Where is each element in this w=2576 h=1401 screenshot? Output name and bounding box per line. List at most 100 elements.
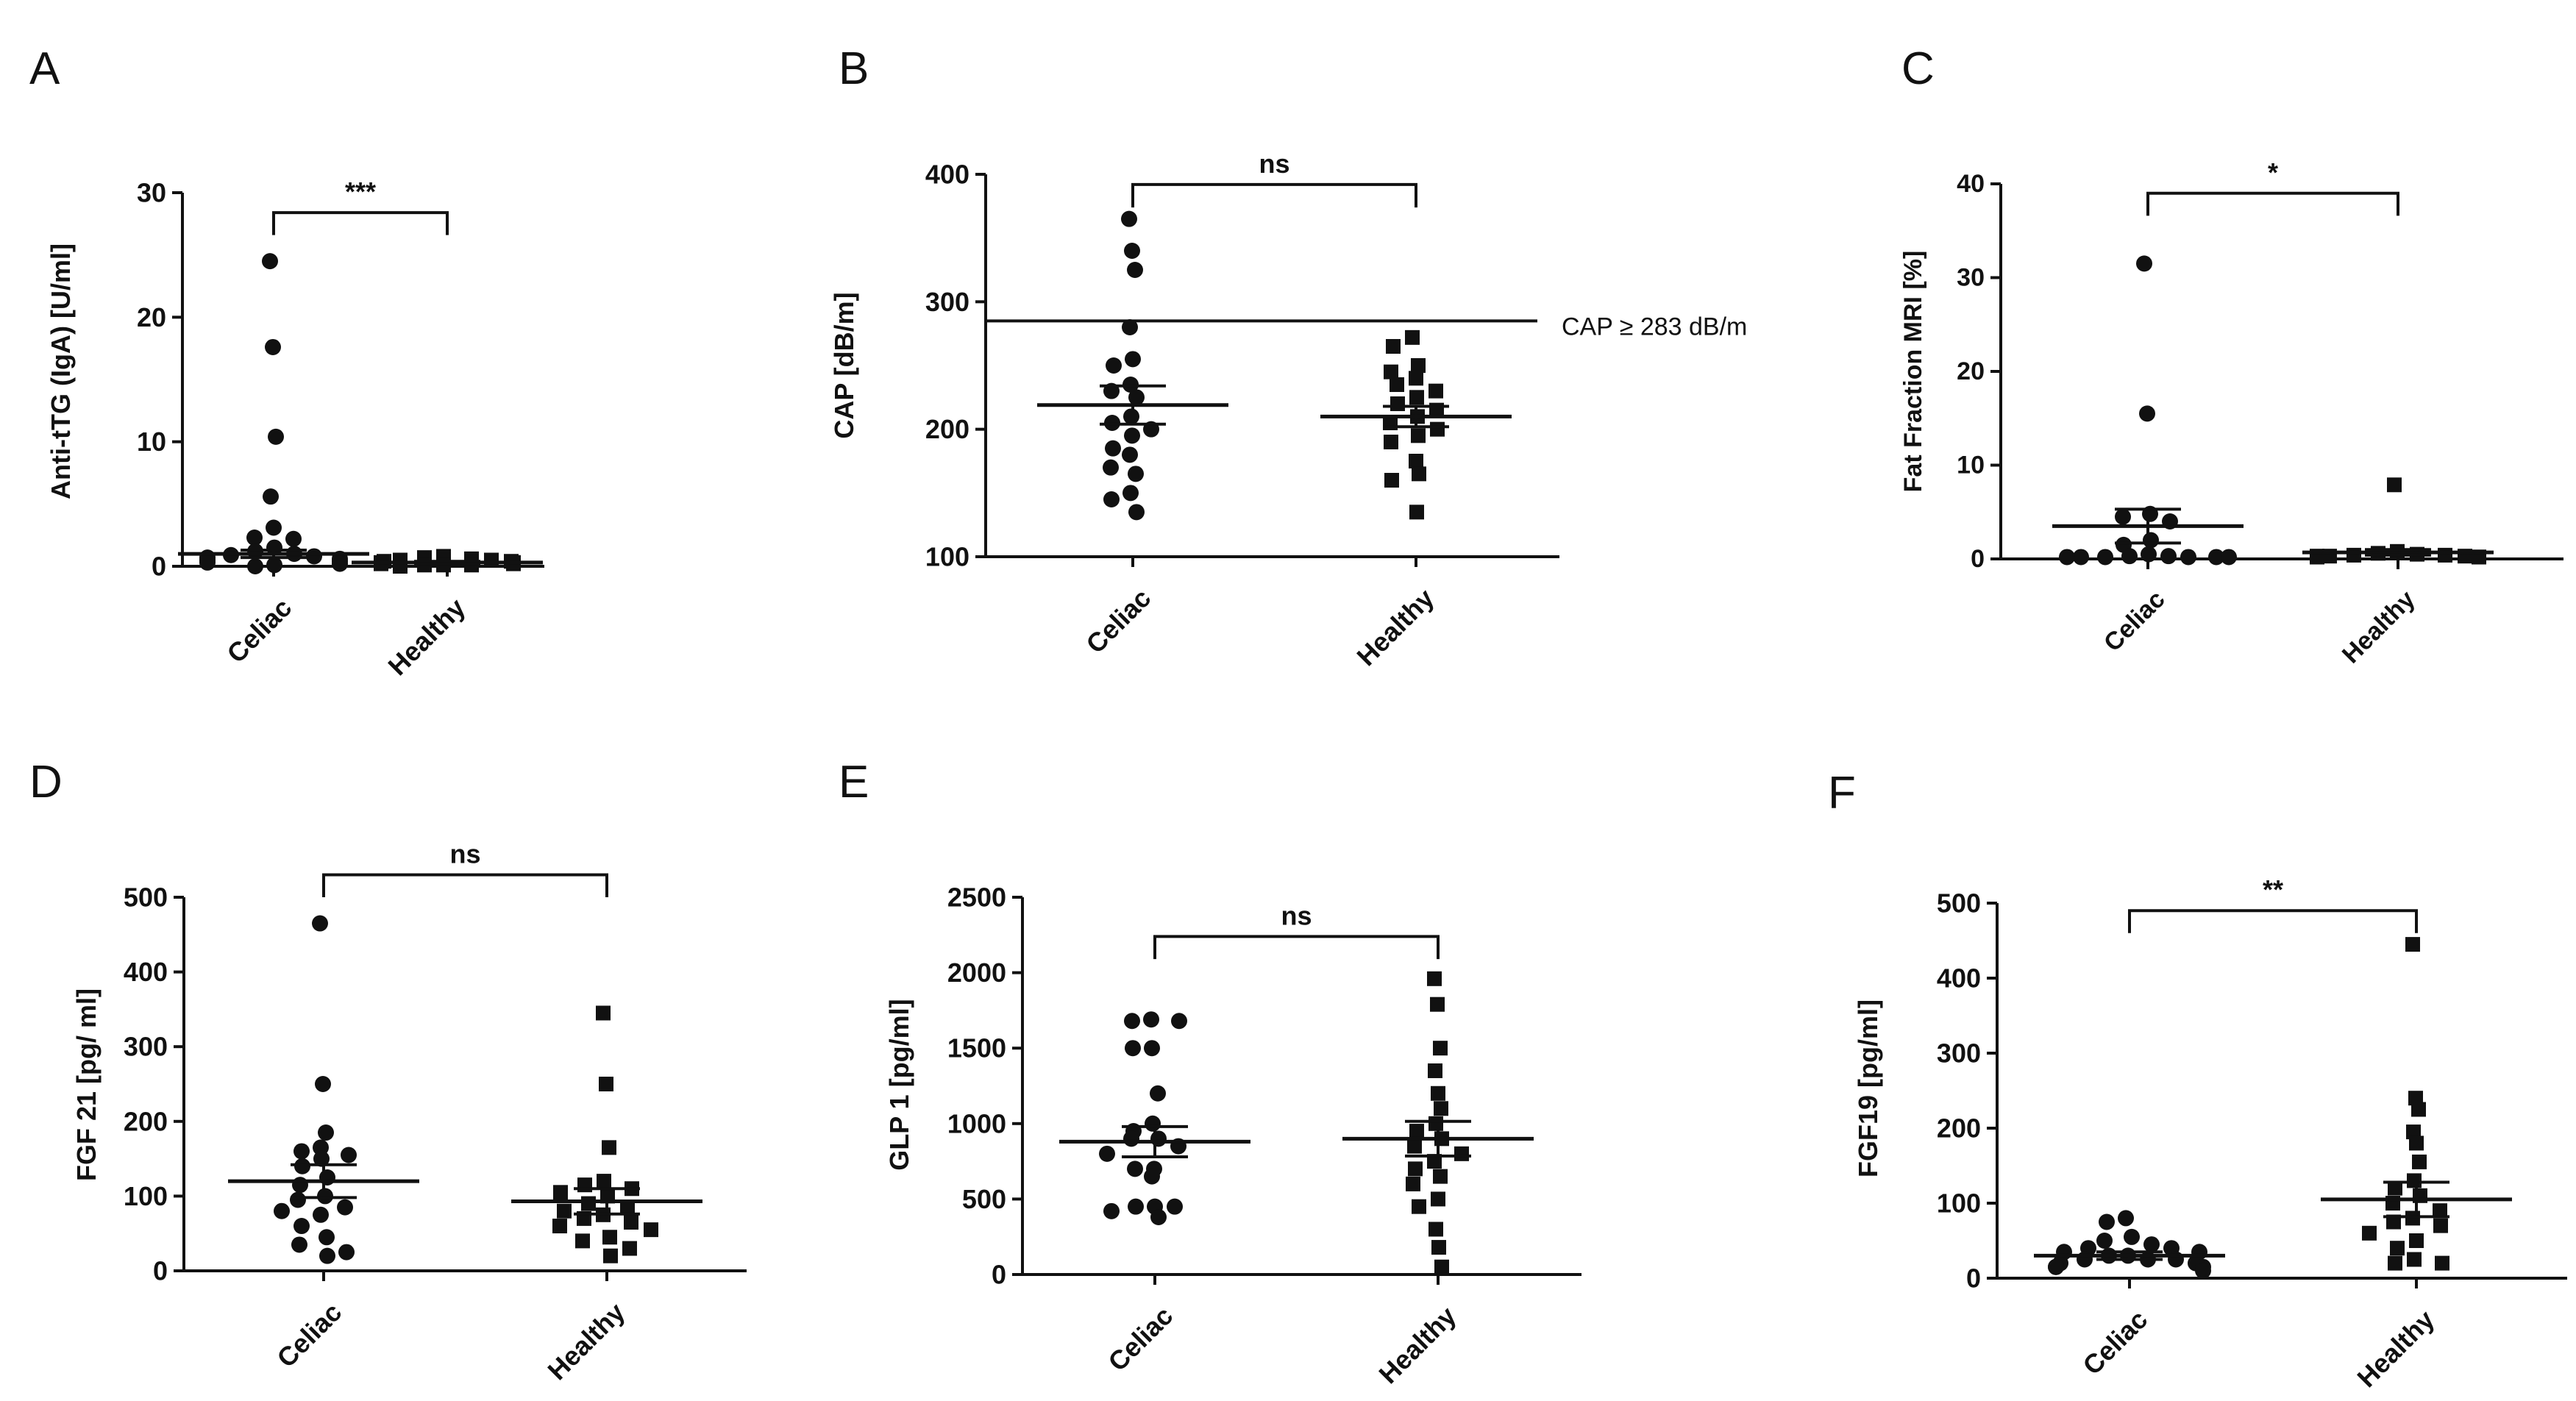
data-point-celiac [263,488,279,505]
y-axis-title: Fat Fraction MRI [%] [1899,251,1927,493]
data-point-healthy [1412,1199,1426,1214]
data-point-celiac [266,557,282,574]
y-axis-title: GLP 1 [pg/ml] [884,999,914,1170]
y-axis-title: Anti-tTG (IgA) [U/ml] [46,243,76,499]
data-point-healthy [2408,1091,2423,1106]
data-point-celiac [1143,1011,1159,1028]
panel-letter: A [29,43,60,94]
y-tick-label: 100 [124,1181,168,1211]
panel-d: D 0 100 200 300 400 500 FGF 21 [pg/ ml] Celiac He… [29,757,747,1386]
x-category-label: Celiac [2077,1304,2153,1380]
data-point-healthy [575,1233,590,1249]
data-point-healthy [2386,1214,2401,1230]
data-point-healthy [553,1185,568,1200]
data-point-celiac [2048,1258,2064,1275]
data-point-celiac [2180,549,2196,566]
significance-bracket [2146,191,2399,216]
data-point-celiac [291,1236,307,1253]
data-point-celiac [319,1169,335,1186]
data-point-healthy [1428,1116,1443,1131]
significance-bracket [1131,182,1417,208]
data-point-celiac [285,530,302,547]
data-point-healthy [602,1230,617,1245]
data-point-celiac [2077,1251,2093,1268]
data-point-celiac [312,915,328,932]
data-point-healthy [581,1196,596,1211]
data-point-celiac [1127,262,1143,278]
data-point-healthy [602,1140,616,1155]
data-point-healthy [603,1248,618,1263]
y-axis-title: FGF 21 [pg/ ml] [71,988,102,1181]
data-point-celiac [1125,1040,1141,1057]
data-point-healthy [1427,1154,1442,1169]
panel-e: E 0 500 1000 1500 2000 2500 GLP 1 [pg/ml] Celiac… [839,757,1581,1389]
data-point-celiac [1105,440,1121,457]
panel-letter: F [1828,768,1856,819]
data-point-healthy [1406,1176,1420,1191]
data-point-celiac [2097,549,2113,566]
y-tick-label: 100 [925,542,969,572]
x-category-label: Celiac [2099,585,2171,657]
data-point-healthy [2390,1241,2405,1256]
significance-label: *** [345,177,376,207]
data-point-healthy [2435,1255,2449,1271]
data-point-celiac [338,1244,355,1261]
data-point-healthy [1390,396,1405,411]
data-point-celiac [1122,446,1138,463]
data-point-healthy [1434,1259,1449,1275]
data-point-healthy [1428,383,1443,399]
data-point-healthy [552,1219,567,1234]
y-tick-label: 400 [124,957,168,987]
data-point-healthy [1409,390,1424,405]
data-point-healthy [624,1214,638,1230]
data-point-celiac [2160,548,2177,565]
data-point-healthy [484,552,499,568]
data-point-celiac [2124,1228,2140,1245]
data-point-healthy [557,1203,572,1219]
data-point-healthy [622,1241,637,1256]
data-point-healthy [1409,371,1423,386]
data-point-healthy [1431,1191,1445,1207]
data-point-celiac [293,1143,310,1160]
data-point-celiac [1150,1209,1167,1226]
data-point-celiac [2208,549,2224,566]
data-point-celiac [1121,210,1137,227]
data-point-celiac [313,1206,329,1223]
data-point-healthy [2412,1154,2427,1169]
data-point-celiac [1122,485,1139,502]
data-point-celiac [266,519,282,536]
panel-letter: E [839,757,869,808]
data-point-celiac [2115,508,2131,525]
y-tick-label: 0 [153,1256,168,1286]
y-tick-label: 0 [1966,1263,1981,1294]
y-tick-label: 10 [1957,452,1985,480]
data-point-healthy [2388,1255,2402,1271]
data-point-celiac [315,1076,331,1092]
data-point-healthy [1384,364,1398,379]
data-point-healthy [1405,329,1420,345]
data-point-healthy [1384,435,1398,449]
y-tick-label: 1000 [947,1108,1006,1138]
data-point-healthy [2433,1203,2447,1219]
data-point-celiac [2139,405,2155,422]
data-point-healthy [1408,1161,1423,1177]
data-point-healthy [1430,997,1445,1012]
data-point-celiac [319,1247,335,1264]
panel-letter: B [839,43,869,94]
significance-label: ns [449,839,480,869]
y-tick-label: 400 [1937,963,1981,994]
data-point-healthy [1431,1085,1445,1101]
data-point-celiac [1145,1115,1161,1132]
data-point-celiac [1106,357,1122,374]
significance-label: ns [1259,149,1289,179]
data-point-celiac [246,530,263,546]
y-tick-label: 0 [1971,545,1985,573]
data-point-celiac [1122,319,1138,335]
data-point-healthy [1384,473,1399,488]
y-tick-label: 300 [1937,1038,1981,1069]
data-point-celiac [1103,491,1120,507]
y-tick-label: 40 [1957,170,1985,198]
data-point-celiac [268,428,284,445]
data-point-celiac [2118,1210,2134,1227]
